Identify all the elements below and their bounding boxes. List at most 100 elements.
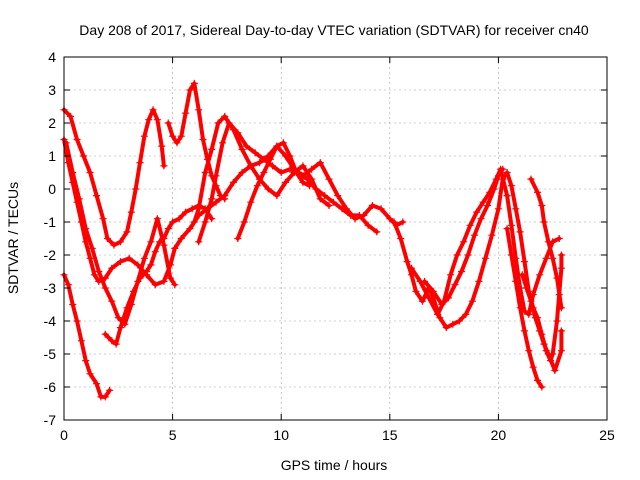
- data-point: [499, 165, 507, 173]
- data-point: [308, 175, 316, 183]
- data-point: [386, 215, 394, 223]
- data-point: [106, 386, 114, 394]
- data-point: [316, 159, 324, 167]
- data-point: [325, 202, 333, 209]
- y-tick-label: -5: [44, 346, 57, 362]
- data-point: [455, 317, 463, 325]
- data-point: [444, 294, 452, 302]
- data-point: [540, 218, 548, 226]
- data-point: [299, 162, 307, 170]
- data-point: [195, 238, 203, 246]
- data-point: [121, 320, 129, 328]
- data-point: [182, 208, 190, 216]
- data-point: [347, 211, 355, 219]
- data-point: [93, 380, 101, 388]
- data-point: [538, 202, 546, 209]
- data-point: [234, 235, 242, 242]
- data-point: [557, 251, 565, 259]
- series-trace: [192, 114, 331, 224]
- data-point: [169, 132, 177, 140]
- x-tick-label: 5: [169, 427, 177, 443]
- data-point: [453, 251, 461, 259]
- data-point: [145, 116, 153, 124]
- data-point: [373, 228, 381, 236]
- data-point: [173, 139, 181, 147]
- data-point: [186, 225, 194, 233]
- y-tick-label: -2: [44, 247, 57, 263]
- y-tick-label: 0: [48, 181, 56, 197]
- data-point: [164, 119, 172, 127]
- data-point: [418, 297, 426, 305]
- data-point: [447, 271, 455, 279]
- data-point: [494, 172, 502, 180]
- data-point: [110, 241, 118, 249]
- data-point: [160, 162, 168, 170]
- data-point: [520, 327, 528, 335]
- data-point: [429, 287, 437, 295]
- data-point: [153, 116, 161, 124]
- data-point: [208, 145, 216, 153]
- y-tick-label: 3: [48, 82, 56, 98]
- series-trace: [64, 140, 177, 327]
- data-point: [316, 195, 324, 203]
- data-point: [527, 175, 535, 183]
- data-point: [64, 281, 72, 289]
- data-point: [123, 228, 131, 236]
- data-point: [421, 277, 429, 285]
- x-tick-label: 20: [491, 427, 507, 443]
- data-point: [127, 208, 135, 216]
- data-point: [305, 182, 313, 190]
- data-point: [67, 112, 75, 120]
- data-point: [368, 202, 376, 209]
- y-tick-label: 2: [48, 115, 56, 131]
- data-point: [533, 376, 541, 384]
- data-point: [408, 264, 416, 272]
- data-series-track-6: [62, 139, 179, 328]
- data-series-track-4: [60, 271, 114, 401]
- data-point: [531, 314, 539, 322]
- data-point: [551, 367, 559, 374]
- data-point: [90, 271, 98, 279]
- y-axis-label: SDTVAR / TECUs: [5, 182, 21, 294]
- data-point: [286, 165, 294, 173]
- data-point: [540, 340, 548, 348]
- data-point: [116, 238, 124, 246]
- data-point: [127, 301, 135, 308]
- plot-frame: [63, 56, 608, 421]
- data-point: [338, 205, 346, 213]
- series-trace: [529, 177, 564, 310]
- data-point: [69, 169, 77, 176]
- x-tick-label: 0: [60, 427, 68, 443]
- data-point: [536, 327, 544, 335]
- data-point: [171, 244, 179, 252]
- data-point: [143, 268, 151, 275]
- data-point: [136, 159, 144, 167]
- data-point: [516, 304, 524, 312]
- data-point: [93, 192, 101, 200]
- data-point: [544, 238, 552, 246]
- data-point: [73, 317, 81, 325]
- data-point: [399, 218, 407, 226]
- data-point: [292, 169, 300, 176]
- data-point: [494, 205, 502, 213]
- data-point: [108, 264, 116, 272]
- data-point: [460, 238, 468, 246]
- data-point: [195, 106, 203, 114]
- data-point: [557, 304, 565, 312]
- y-tick-label: -7: [44, 412, 57, 428]
- data-point: [308, 165, 316, 173]
- data-point: [403, 258, 411, 266]
- data-point: [457, 268, 465, 275]
- data-point: [503, 192, 511, 200]
- data-point: [299, 178, 307, 186]
- data-point: [286, 152, 294, 160]
- data-series-track-13: [518, 271, 565, 374]
- data-point: [557, 327, 565, 335]
- data-series-track-14: [503, 225, 546, 391]
- data-point: [175, 215, 183, 223]
- x-tick-label: 15: [382, 427, 398, 443]
- data-point: [103, 235, 111, 242]
- data-point: [164, 225, 172, 233]
- series-trace: [62, 107, 166, 248]
- data-point: [240, 218, 248, 226]
